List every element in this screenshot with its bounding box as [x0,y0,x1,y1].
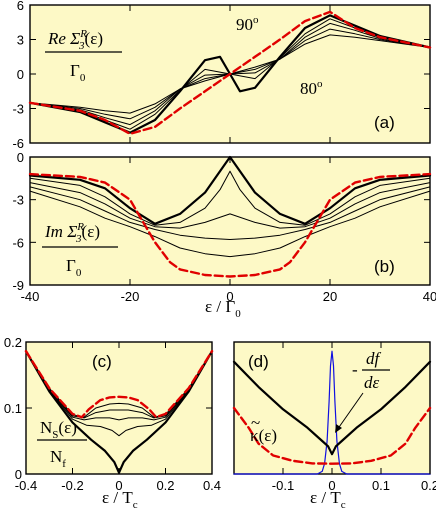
panel-d-xtick-label: 0.1 [372,478,390,493]
panel-d-tag: (d) [248,352,269,371]
panel-c-series-4-line [25,350,213,419]
panel-a-ytick-label: 0 [17,67,24,82]
panel-c-xtick-label: 0 [115,478,122,493]
panel-a: -6 -3 0 3 6 Re ΣR 3(ε) Γ0 90o 80o (a) [12,0,432,151]
panel-c-xtick-label: -0.2 [61,478,83,493]
panel-b-xtick-label: 40 [423,289,436,304]
panel-a-tag: (a) [374,113,395,132]
panel-d: -0.1 0 0.1 0.2 (d) - df dε ~ κ(ε) ε / Tc [232,341,436,511]
angle-label-90: 90o [236,14,259,34]
panel-c-series-2-line [25,350,213,437]
panel-a-ytick-label: 6 [17,0,24,13]
panel-a-series [28,10,432,136]
panel-b-xtick-label: 0 [226,289,233,304]
panel-a-ticks: -6 -3 0 3 6 [12,0,431,151]
panel-c-ytick-label: 0.1 [4,401,22,416]
panel-b-ylabel-den: Γ0 [66,256,82,279]
panel-c-xtick-label: 0.4 [203,478,221,493]
panel-c-xlabel: ε / Tc [102,488,138,511]
panel-b-ticks: -40 -20 0 20 40 -9 -6 -3 0 [12,150,436,304]
panel-a-ytick-label: 3 [17,33,24,48]
panel-b-ytick-label: -3 [12,193,24,208]
panel-a-ytick-label: -6 [12,136,24,151]
panel-c-ylabel: NS(ε) Nf [37,418,87,470]
panel-b-series-5-line [29,190,431,258]
panel-b-ytick-label: 0 [17,150,24,165]
panel-b-series-3-line [29,182,431,229]
panel-d-xtick-label: 0.2 [421,478,436,493]
panel-d-kappa: κ(ε) [250,426,277,445]
panel-d-df-label: - df dε [335,349,390,433]
panel-c-ticks: -0.4 -0.2 0 0.2 0.4 0 0.1 0.2 [4,335,221,493]
panel-c-xtick-label: -0.4 [15,478,37,493]
panel-c-xtick-label: 0.2 [156,478,174,493]
panel-d-df-arrowhead [335,424,342,433]
panel-c-ylabel-num: NS(ε) [40,418,77,441]
panel-b-ytick-label: -6 [12,235,24,250]
panel-d-series-1-line [232,406,432,465]
panel-a-ylabel: Re ΣR 3(ε) Γ0 [45,28,122,84]
panel-d-series-0-line [232,360,432,456]
panel-b-ylabel-top: Im ΣR 3(ε) [44,221,100,245]
panel-d-df-num: df [366,349,382,368]
panel-b-xtick-label: 20 [323,289,337,304]
panel-d-series-2-line [233,350,431,475]
panel-b-series-2-line [29,170,431,226]
panel-d-xlabel: ε / Tc [310,488,346,511]
panel-b-frame [29,156,431,286]
panel-b-xtick-label: -40 [21,289,40,304]
panel-a-ytick-label: -3 [12,102,24,117]
panel-a-ylabel-den: Γ0 [70,61,86,84]
panel-d-kappa-tilde: ~ [251,413,260,432]
panel-d-df-arrow [336,392,364,431]
panel-c-ylabel-den: Nf [50,447,66,470]
panel-b-ytick-label: -9 [12,278,24,293]
panel-b-xtick-label: -20 [121,289,140,304]
panel-b-series-0-line [28,172,432,278]
panel-b-series-4-line [29,186,431,240]
panel-c-ytick-label: 0 [15,467,22,482]
panel-a-series-0-line [28,10,432,136]
panel-c-series-3-line [25,350,213,421]
panel-d-kappa-label: ~ κ(ε) [250,413,277,445]
panel-d-xtick-label: -0.1 [272,478,294,493]
panel-d-series [232,350,432,475]
angle-label-80: 80o [300,78,323,98]
panel-d-df-sign: - [352,360,358,379]
panel-c-tag: (c) [92,352,112,371]
panel-b-ylabel: Im ΣR 3(ε) Γ0 [42,221,118,279]
panel-c: -0.4 -0.2 0 0.2 0.4 0 0.1 0.2 (c) NS(ε) Nf ε / … [4,335,221,511]
panel-b-tag: (b) [374,257,395,276]
panel-b: -40 -20 0 20 40 -9 -6 -3 0 Im ΣR 3(ε) Γ0 (b) ε / … [12,150,436,320]
panel-a-ylabel-top: Re ΣR 3(ε) [47,28,103,52]
panel-d-xtick-label: 0 [328,478,335,493]
panel-b-xlabel: ε / Γ0 [205,297,241,320]
panel-d-df-den: dε [364,373,380,392]
panel-c-ytick-label: 0.2 [4,335,22,350]
panel-c-series-0-line [24,350,214,419]
panel-d-ticks: -0.1 0 0.1 0.2 [272,342,436,493]
